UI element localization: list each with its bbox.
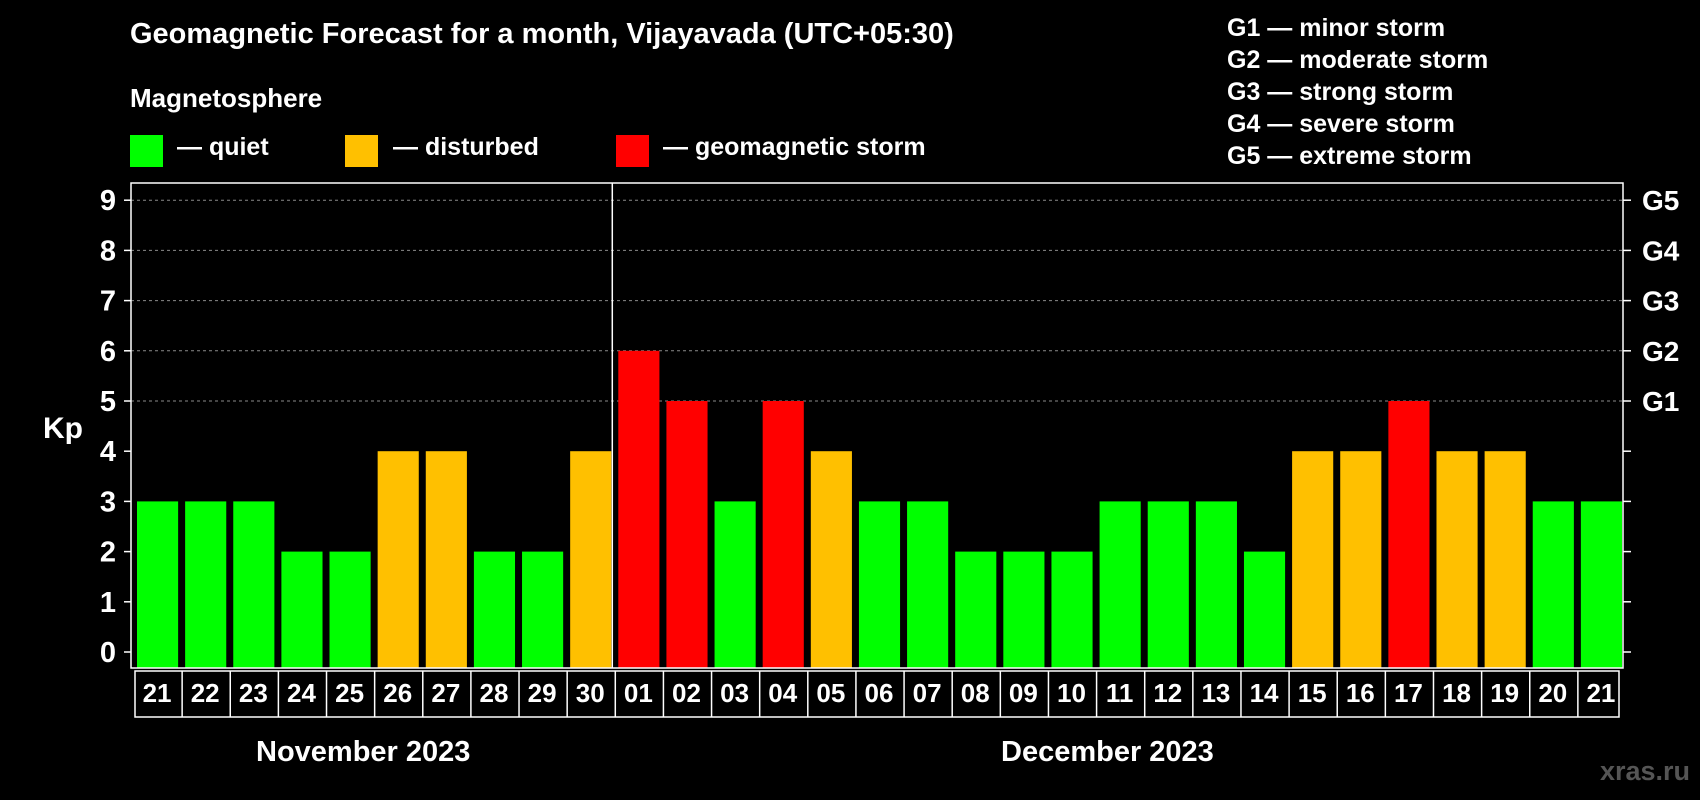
kp-bar <box>233 501 275 668</box>
watermark: xras.ru <box>1599 756 1690 786</box>
y-tick-label: 7 <box>100 286 116 318</box>
kp-bar <box>1051 551 1093 668</box>
kp-bar <box>1099 501 1141 668</box>
kp-bar <box>281 551 323 668</box>
date-label: 26 <box>383 678 412 708</box>
g-scale-item: G3 — strong storm <box>1227 78 1454 106</box>
g-scale-legend: G1 — minor storm G2 — moderate storm G3 … <box>1227 12 1488 172</box>
kp-bar <box>522 551 564 668</box>
legend-swatch-quiet <box>130 135 163 167</box>
y-tick-label: 8 <box>100 235 116 267</box>
g-level-label: G1 <box>1642 386 1679 417</box>
date-label: 01 <box>624 678 653 708</box>
legend-label-storm: — geomagnetic storm <box>663 133 926 161</box>
date-label: 15 <box>1298 678 1327 708</box>
g-level-label: G3 <box>1642 286 1679 317</box>
y-tick-label: 9 <box>100 185 116 217</box>
kp-bar <box>907 501 949 668</box>
kp-bar <box>425 451 467 668</box>
date-label: 11 <box>1106 678 1134 708</box>
date-label: 27 <box>431 678 460 708</box>
y-tick-label: 2 <box>100 537 116 569</box>
g-level-label: G5 <box>1642 185 1679 216</box>
date-label: 14 <box>1250 678 1279 708</box>
kp-bar <box>1388 401 1430 668</box>
date-label: 12 <box>1153 678 1182 708</box>
kp-bar <box>714 501 756 668</box>
kp-bar <box>666 401 708 668</box>
date-label: 02 <box>672 678 701 708</box>
date-label: 17 <box>1394 678 1423 708</box>
date-label: 21 <box>143 678 172 708</box>
legend-label-disturbed: — disturbed <box>393 133 539 161</box>
kp-bar <box>762 401 804 668</box>
kp-bar <box>1292 451 1334 668</box>
y-axis-label: Kp <box>43 412 83 445</box>
date-label: 09 <box>1009 678 1038 708</box>
date-label: 04 <box>768 678 797 708</box>
kp-bar <box>329 551 371 668</box>
y-tick-label: 0 <box>100 637 116 669</box>
date-row-frame <box>134 670 1620 718</box>
month-label-november: November 2023 <box>256 736 471 768</box>
g-scale-item: G2 — moderate storm <box>1227 46 1489 74</box>
kp-bar <box>1340 451 1382 668</box>
date-label: 23 <box>239 678 268 708</box>
kp-bar <box>1484 451 1526 668</box>
g-scale-item: G1 — minor storm <box>1227 14 1446 42</box>
g-level-label: G2 <box>1642 336 1679 367</box>
kp-bar <box>1003 551 1045 668</box>
date-label: 16 <box>1346 678 1375 708</box>
date-label: 10 <box>1057 678 1086 708</box>
date-label: 28 <box>480 678 509 708</box>
date-label: 03 <box>720 678 749 708</box>
kp-bar <box>1195 501 1237 668</box>
kp-bar <box>810 451 852 668</box>
month-label-december: December 2023 <box>1001 736 1214 768</box>
kp-bar <box>1243 551 1286 668</box>
kp-bar <box>618 350 660 668</box>
date-label: 24 <box>287 678 316 708</box>
legend-heading: Magnetosphere <box>130 83 323 113</box>
g-scale-item: G5 — extreme storm <box>1227 142 1472 170</box>
legend-swatch-storm <box>616 135 649 167</box>
date-label: 06 <box>865 678 894 708</box>
y-tick-label: 6 <box>100 336 116 368</box>
kp-bar <box>185 501 227 668</box>
y-tick-label: 1 <box>100 587 116 619</box>
kp-bar <box>473 551 516 668</box>
kp-bar <box>1436 451 1478 668</box>
kp-bar <box>377 451 419 668</box>
y-tick-label: 3 <box>100 486 116 518</box>
plot-frame <box>130 182 1624 669</box>
g-scale-item: G4 — severe storm <box>1227 110 1455 138</box>
date-label: 05 <box>816 678 845 708</box>
legend-label-quiet: — quiet <box>177 133 269 161</box>
kp-bar <box>570 451 612 668</box>
date-label: 13 <box>1201 678 1230 708</box>
date-label: 07 <box>913 678 942 708</box>
g-level-label: G4 <box>1642 235 1680 266</box>
date-label: 29 <box>528 678 557 708</box>
date-label: 18 <box>1442 678 1471 708</box>
kp-bar <box>858 501 901 668</box>
date-label: 19 <box>1490 678 1519 708</box>
kp-bar <box>1532 501 1574 668</box>
date-label: 22 <box>191 678 220 708</box>
legend-swatch-disturbed <box>345 135 378 167</box>
kp-bar <box>137 501 179 668</box>
date-label: 08 <box>961 678 990 708</box>
chart-title: Geomagnetic Forecast for a month, Vijaya… <box>130 18 954 50</box>
date-label: 25 <box>335 678 364 708</box>
kp-bar <box>955 551 997 668</box>
date-label: 30 <box>576 678 605 708</box>
kp-bar <box>1147 501 1189 668</box>
date-label: 21 <box>1586 678 1615 708</box>
y-tick-label: 5 <box>100 386 116 418</box>
date-label: 20 <box>1538 678 1567 708</box>
kp-bar <box>1580 501 1622 668</box>
y-tick-label: 4 <box>100 436 116 468</box>
